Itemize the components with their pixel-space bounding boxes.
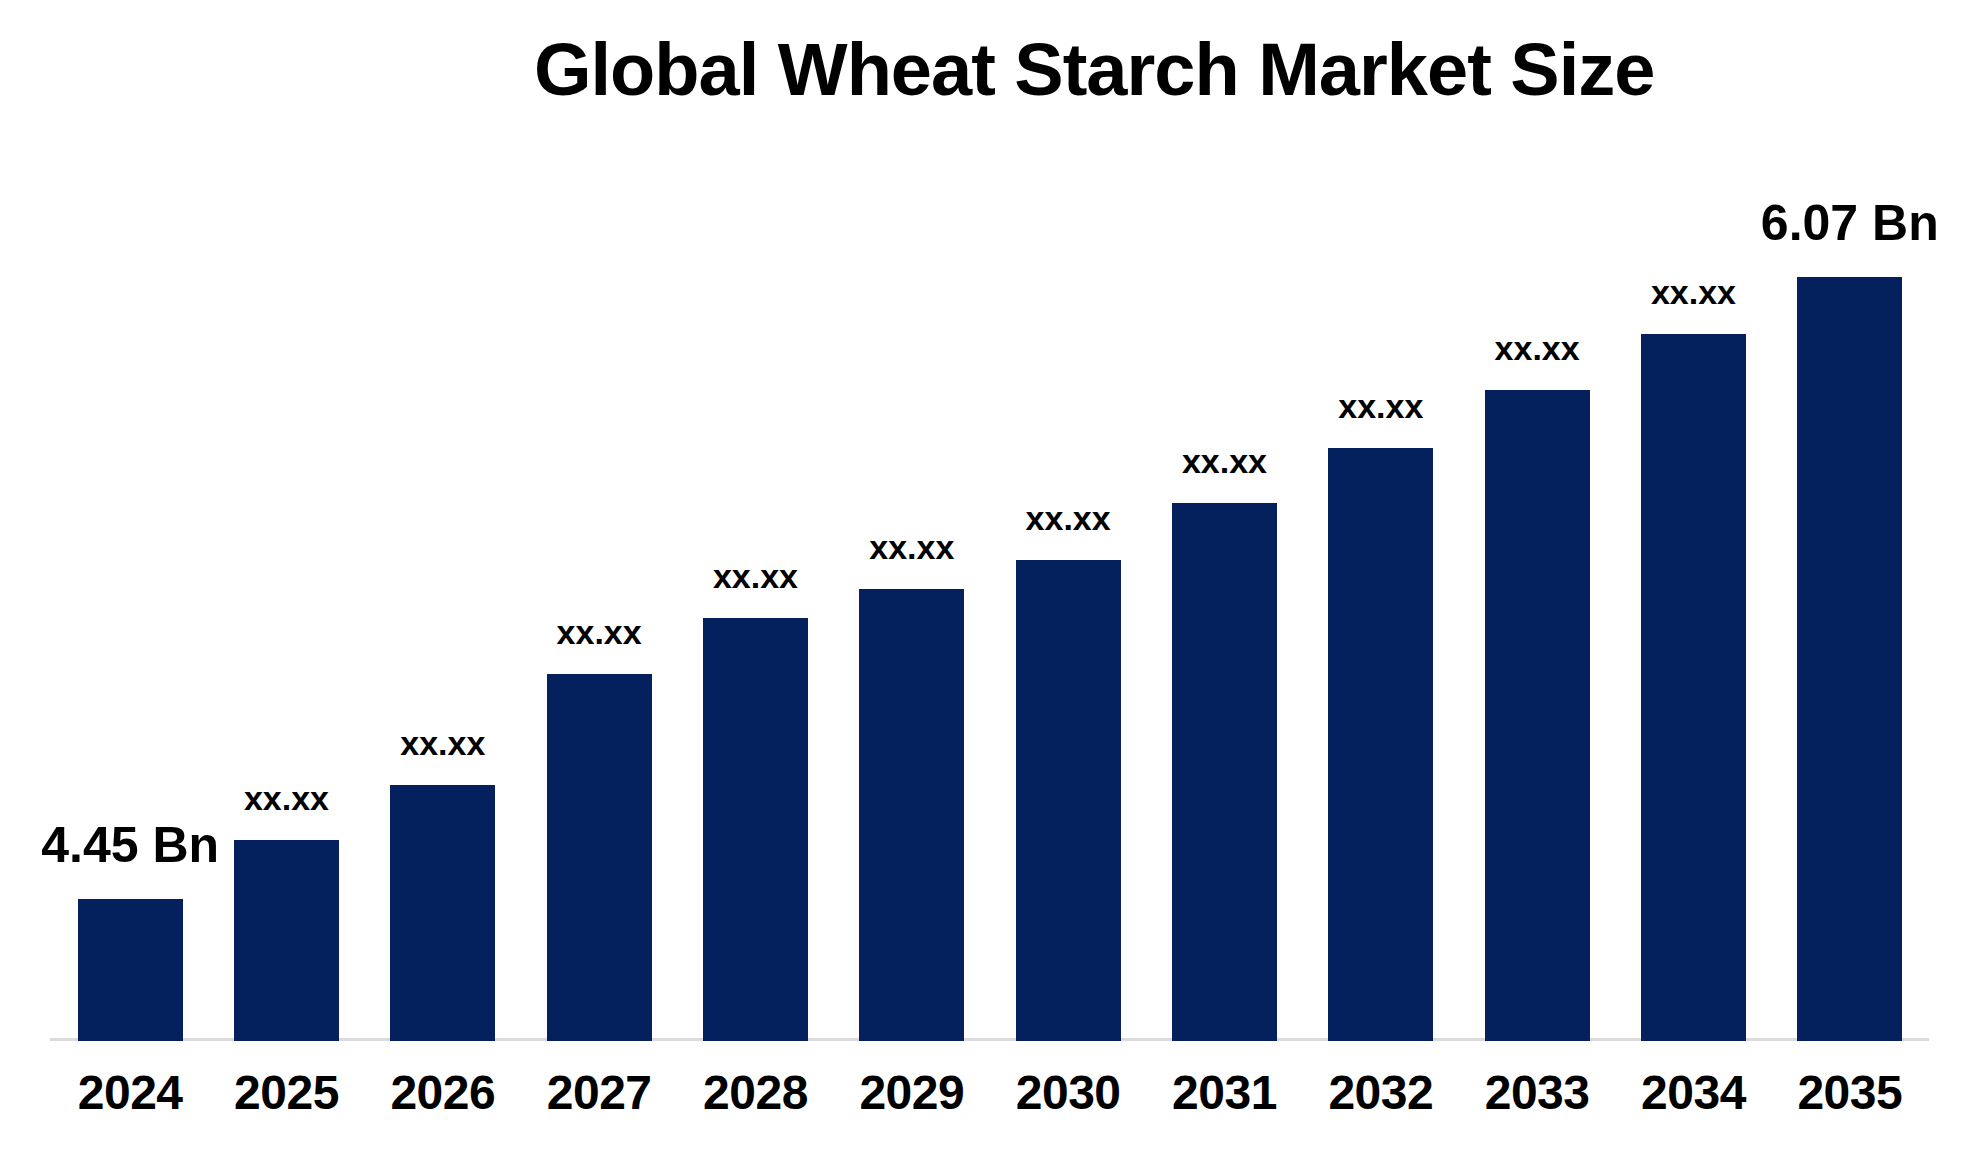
- bar-value-label: xx.xx: [1495, 331, 1580, 365]
- x-tick-label: 2024: [52, 1069, 208, 1117]
- bar-column: xx.xx: [990, 501, 1146, 1041]
- bar-column: 4.45 Bn: [52, 820, 208, 1041]
- bar-value-label: 4.45 Bn: [41, 820, 219, 870]
- bar: [1172, 503, 1277, 1041]
- bar-column: xx.xx: [521, 615, 677, 1041]
- bar: [1641, 334, 1746, 1041]
- x-tick-label: 2025: [208, 1069, 364, 1117]
- bar-value-label: xx.xx: [1182, 444, 1267, 478]
- bar: [390, 785, 495, 1041]
- bar-column: xx.xx: [834, 530, 990, 1041]
- bar: [78, 899, 183, 1041]
- bar-value-label: xx.xx: [1026, 501, 1111, 535]
- x-tick-label: 2033: [1459, 1069, 1615, 1117]
- bar-column: 6.07 Bn: [1772, 198, 1928, 1041]
- bar-value-label: xx.xx: [713, 559, 798, 593]
- bar-column: xx.xx: [1459, 331, 1615, 1041]
- bar: [859, 589, 964, 1041]
- bar: [1016, 560, 1121, 1041]
- x-axis-labels: 2024202520262027202820292030203120322033…: [52, 1069, 1928, 1117]
- bar-value-label: xx.xx: [400, 726, 485, 760]
- bar-column: xx.xx: [208, 781, 364, 1041]
- bar-value-label: 6.07 Bn: [1761, 198, 1939, 248]
- x-tick-label: 2027: [521, 1069, 677, 1117]
- bar-value-label: xx.xx: [869, 530, 954, 564]
- x-tick-label: 2031: [1146, 1069, 1302, 1117]
- chart: Global Wheat Starch Market Size 4.45 Bn x…: [0, 0, 1980, 1155]
- bar-column: xx.xx: [365, 726, 521, 1041]
- bar: [1485, 390, 1590, 1041]
- x-tick-label: 2035: [1772, 1069, 1928, 1117]
- x-tick-label: 2030: [990, 1069, 1146, 1117]
- x-tick-label: 2028: [677, 1069, 833, 1117]
- chart-title: Global Wheat Starch Market Size: [534, 33, 1654, 107]
- x-tick-label: 2029: [834, 1069, 990, 1117]
- bar: [1328, 448, 1433, 1041]
- x-tick-label: 2032: [1303, 1069, 1459, 1117]
- bar: [703, 618, 808, 1041]
- x-tick-label: 2034: [1615, 1069, 1771, 1117]
- x-tick-label: 2026: [365, 1069, 521, 1117]
- bar-value-label: xx.xx: [1651, 275, 1736, 309]
- bar-column: xx.xx: [1303, 389, 1459, 1041]
- plot-area: 4.45 Bn xx.xx xx.xx xx.xx xx.xx xx.xx xx.xx xx.…: [52, 198, 1928, 1041]
- bar: [547, 674, 652, 1041]
- bar: [234, 840, 339, 1041]
- bar-value-label: xx.xx: [244, 781, 329, 815]
- bar-column: xx.xx: [1615, 275, 1771, 1041]
- bar-value-label: xx.xx: [557, 615, 642, 649]
- bar-column: xx.xx: [1146, 444, 1302, 1041]
- bar-column: xx.xx: [677, 559, 833, 1041]
- bar-value-label: xx.xx: [1338, 389, 1423, 423]
- bar: [1797, 277, 1902, 1041]
